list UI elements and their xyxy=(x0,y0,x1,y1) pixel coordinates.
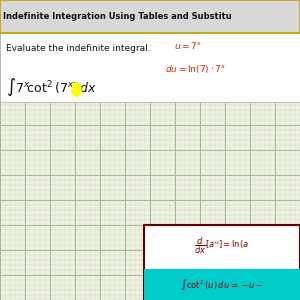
Bar xyxy=(144,268,300,300)
Text: $\dfrac{d}{dx}[a^u] = \ln(a$: $\dfrac{d}{dx}[a^u] = \ln(a$ xyxy=(194,236,250,256)
Text: $\int 7^x\!\cot^2(7^x)\,dx$: $\int 7^x\!\cot^2(7^x)\,dx$ xyxy=(6,76,97,98)
Bar xyxy=(144,225,300,300)
Text: $u = 7^x$: $u = 7^x$ xyxy=(174,40,203,51)
Text: Indefinite Integration Using Tables and Substitu: Indefinite Integration Using Tables and … xyxy=(3,12,232,21)
Bar xyxy=(0,33,300,102)
Text: Evaluate the indefinite integral.: Evaluate the indefinite integral. xyxy=(6,44,151,53)
Text: $du = \ln(7)\cdot 7^x$: $du = \ln(7)\cdot 7^x$ xyxy=(165,63,226,75)
Bar xyxy=(0,0,300,33)
Text: $\int \cot^2(u)\,du = -u -$: $\int \cot^2(u)\,du = -u -$ xyxy=(180,278,264,292)
Ellipse shape xyxy=(71,82,82,97)
